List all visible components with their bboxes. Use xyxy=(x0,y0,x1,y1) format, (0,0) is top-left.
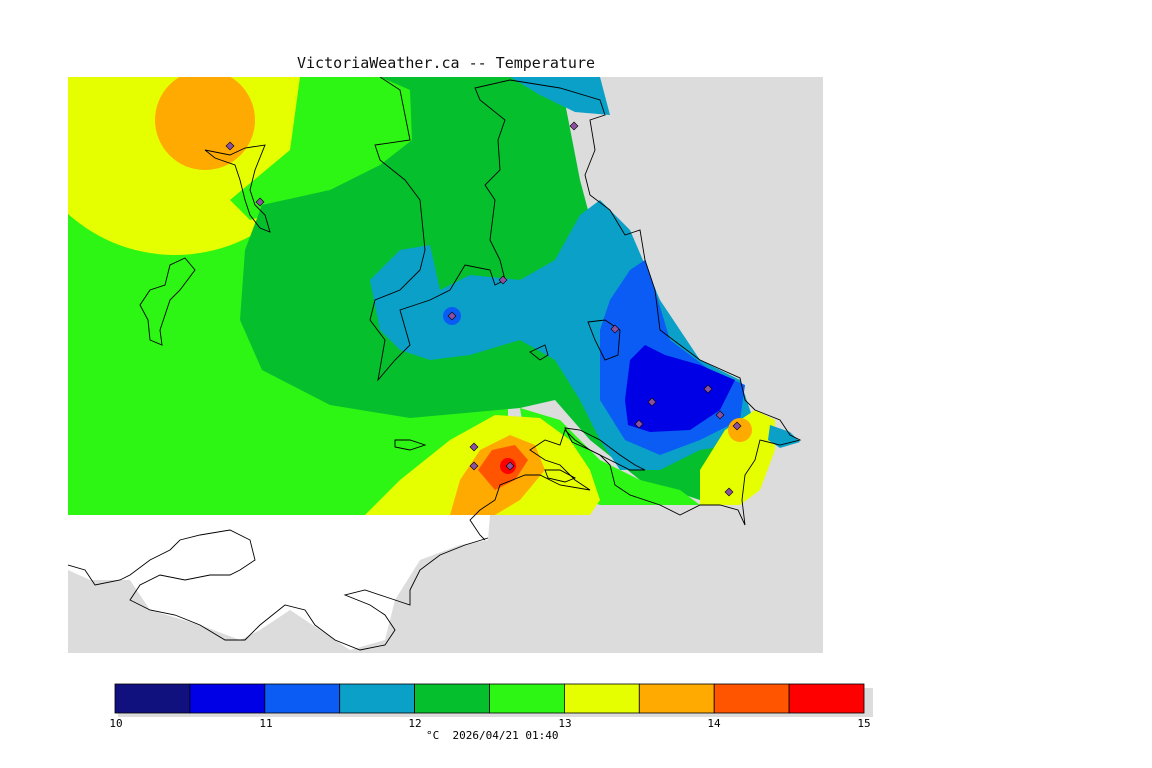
legend-caption: °C 2026/04/21 01:40 xyxy=(426,729,559,742)
strait-water xyxy=(68,515,490,650)
station-marker xyxy=(610,324,620,334)
zone-11-5-12-north xyxy=(510,77,610,115)
legend-tick-label: 11 xyxy=(259,717,273,730)
legend-band xyxy=(713,683,790,714)
station-marker xyxy=(469,442,479,452)
temperature-field xyxy=(68,77,800,515)
station-marker xyxy=(505,461,515,471)
station-marker xyxy=(724,487,734,497)
legend-tick-label: 12 xyxy=(408,717,422,730)
legend-band xyxy=(638,683,715,714)
color-legend xyxy=(114,683,865,714)
station-marker xyxy=(647,397,657,407)
legend-tick-label: 13 xyxy=(558,717,572,730)
legend-tick-label: 15 xyxy=(857,717,871,730)
zone-13-13-5-east xyxy=(700,410,775,505)
station-marker xyxy=(732,421,742,431)
map-title: VictoriaWeather.ca -- Temperature xyxy=(297,54,596,72)
legend-band xyxy=(339,683,416,714)
legend-band xyxy=(189,683,266,714)
legend-band xyxy=(564,683,640,714)
station-marker xyxy=(715,410,725,420)
legend-tick-label: 10 xyxy=(109,717,123,730)
legend-band xyxy=(114,683,191,714)
station-marker xyxy=(469,461,479,471)
station-marker xyxy=(498,275,508,285)
zone-10-5-11 xyxy=(625,345,735,432)
station-marker xyxy=(634,419,644,429)
station-marker xyxy=(225,141,235,151)
legend-band xyxy=(264,683,341,714)
legend-tick-label: 14 xyxy=(707,717,721,730)
legend-band xyxy=(788,683,865,714)
station-marker xyxy=(569,121,579,131)
legend-band xyxy=(414,683,490,714)
station-marker xyxy=(255,197,265,207)
weather-stations xyxy=(225,121,742,497)
map-frame xyxy=(68,77,823,653)
station-marker xyxy=(703,384,713,394)
station-marker xyxy=(447,311,457,321)
legend-band xyxy=(489,683,565,714)
zone-12-5-13-ring xyxy=(230,77,392,220)
coastlines xyxy=(68,77,802,651)
zone-13-5-14-nw xyxy=(155,77,255,170)
zone-13-5-14-east xyxy=(728,418,752,442)
